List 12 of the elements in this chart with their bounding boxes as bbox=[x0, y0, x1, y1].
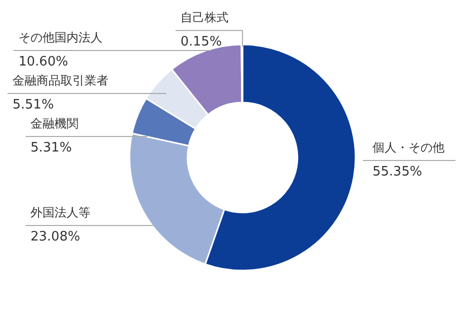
slice-label: 外国法人等 bbox=[30, 206, 90, 220]
slice-label: 金融商品取引業者 bbox=[12, 74, 108, 88]
data-label: 23.08% bbox=[30, 230, 80, 244]
slice-label: 金融機関 bbox=[30, 116, 78, 130]
data-label: 5.31% bbox=[30, 140, 72, 156]
data-label: 0.15% bbox=[180, 34, 222, 50]
data-label: 5.51% bbox=[12, 98, 54, 112]
data-label: 10.60% bbox=[18, 54, 68, 70]
slice-label: 自己株式 bbox=[180, 10, 228, 24]
slice-label: 個人・その他 bbox=[372, 140, 444, 154]
slice-label: その他国内法人 bbox=[18, 30, 102, 44]
data-label: 55.35% bbox=[372, 164, 422, 180]
